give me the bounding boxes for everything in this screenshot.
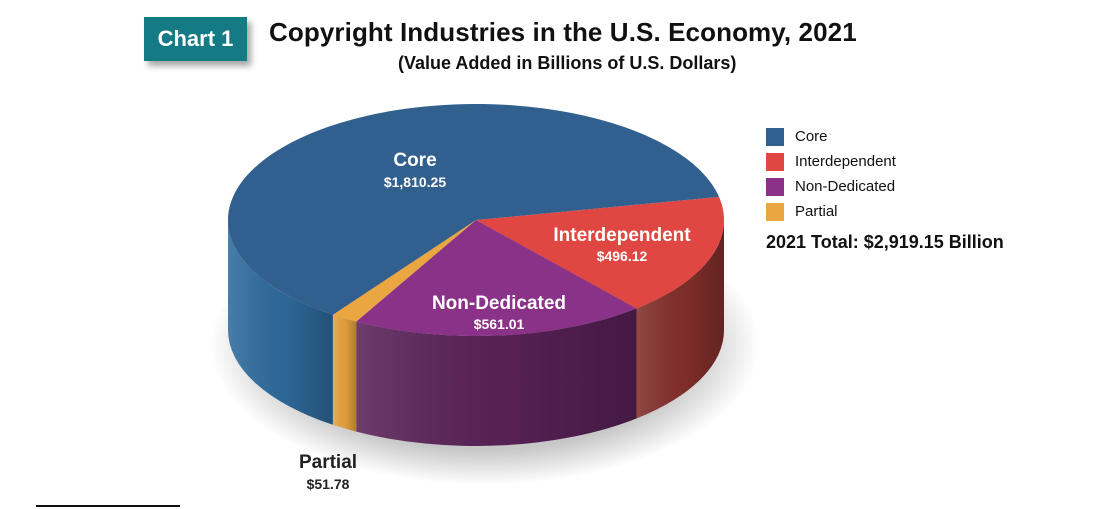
legend-item-core: Core bbox=[766, 124, 896, 149]
slice-value-partial: $51.78 bbox=[306, 476, 350, 492]
slice-value-non-dedicated: $561.01 bbox=[474, 316, 525, 332]
pie-slice-interdependent bbox=[476, 196, 724, 309]
legend-swatch-partial bbox=[766, 202, 784, 221]
pie-side-shading bbox=[356, 308, 637, 446]
slice-label-partial-group: Partial $51.78 bbox=[290, 452, 366, 492]
pie-labels: Core $1,810.25 Interdependent $496.12 No… bbox=[384, 150, 691, 332]
legend-label-partial: Partial bbox=[795, 203, 838, 220]
pie-slice-partial bbox=[332, 220, 476, 322]
legend-swatch-core bbox=[766, 127, 784, 146]
legend-item-interdependent: Interdependent bbox=[766, 149, 896, 174]
slice-value-core: $1,810.25 bbox=[384, 174, 446, 190]
legend-label-core: Core bbox=[795, 128, 828, 145]
pie-sides bbox=[228, 220, 724, 446]
chart-title: Copyright Industries in the U.S. Economy… bbox=[269, 17, 857, 47]
pie-side-shading bbox=[636, 220, 724, 419]
legend-item-partial: Partial bbox=[766, 199, 896, 224]
footnote-divider bbox=[36, 505, 180, 507]
slice-label-non-dedicated: Non-Dedicated bbox=[432, 293, 566, 314]
legend-label-non-dedicated: Non-Dedicated bbox=[795, 178, 896, 195]
slice-label-interdependent: Interdependent bbox=[553, 225, 691, 246]
chart-number-badge: Chart 1 bbox=[144, 17, 247, 61]
legend-swatch-non-dedicated bbox=[766, 177, 784, 196]
legend-swatch-interdependent bbox=[766, 152, 784, 171]
chart-subtitle: (Value Added in Billions of U.S. Dollars… bbox=[398, 53, 737, 73]
pie-side-shading bbox=[332, 314, 357, 432]
pie-slice-non-dedicated bbox=[356, 220, 637, 336]
slice-value-interdependent: $496.12 bbox=[597, 248, 648, 264]
total-value: 2021 Total: $2,919.15 Billion bbox=[766, 232, 1004, 252]
legend: Core Interdependent Non-Dedicated Partia… bbox=[766, 124, 896, 224]
pie-slice-core bbox=[227, 103, 720, 315]
slice-label-core: Core bbox=[393, 150, 436, 171]
pie-side-shading bbox=[228, 220, 333, 425]
legend-item-non-dedicated: Non-Dedicated bbox=[766, 174, 896, 199]
pie-tops bbox=[227, 103, 724, 336]
legend-label-interdependent: Interdependent bbox=[795, 153, 896, 170]
slice-label-partial: Partial bbox=[298, 452, 358, 473]
